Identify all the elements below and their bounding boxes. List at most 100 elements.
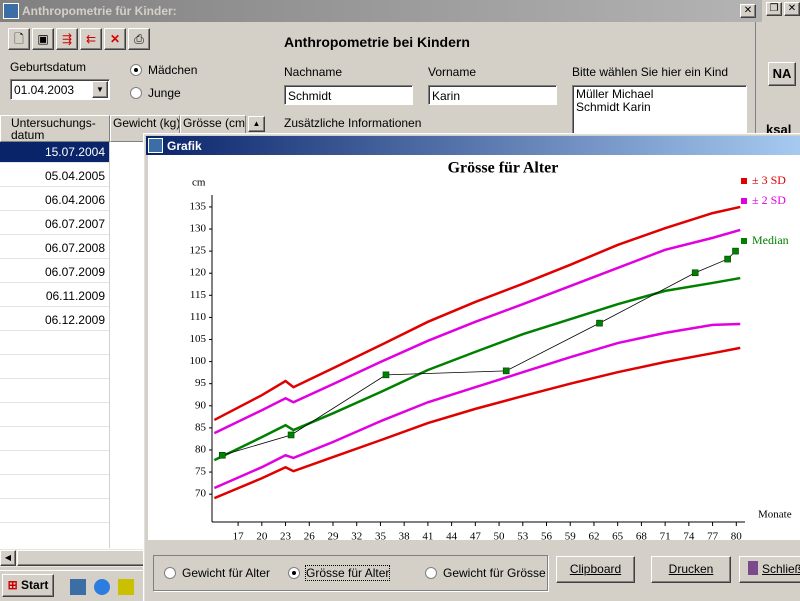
lastname-input[interactable]: Schmidt [284,85,413,105]
quicklaunch-icon[interactable] [118,579,134,595]
save-button[interactable]: ▣ [32,28,54,50]
dropdown-button[interactable]: ▼ [92,81,108,98]
radio-button[interactable] [164,567,176,579]
main-window: Anthropometrie für Kinder: ✕ 🗋 ▣ ⇶ ⇇ ✕ ⎙… [0,0,762,567]
scroll-left-button[interactable]: ◀ [0,550,16,566]
button[interactable]: Drucken [651,556,731,583]
y-tick-label: 125 [190,245,207,257]
quicklaunch-icon[interactable] [94,579,110,595]
horizontal-scrollbar: ◀ [0,548,145,567]
x-tick-label: 17 [233,531,245,540]
child-list[interactable]: Müller Michael Schmidt Karin [572,85,747,135]
add-button[interactable]: ⇶ [56,28,78,50]
measurement-point [724,255,731,263]
button[interactable]: Clipboard [556,556,635,583]
date-cell: 06.07.2007 [44,217,105,231]
y-tick-label: 70 [195,488,207,500]
x-tick-label: 50 [494,531,506,540]
measurement-point [732,247,739,255]
table-row[interactable]: 06.11.2009 [0,286,109,306]
list-item[interactable]: Schmidt Karin [576,100,651,114]
row-line [0,330,110,331]
row-line [0,354,110,355]
table-row[interactable]: 15.07.2004 [0,142,109,162]
x-tick-label: 20 [256,531,268,540]
y-tick-label: 100 [190,355,207,367]
remove-button[interactable]: ⇇ [80,28,102,50]
radio-button[interactable] [288,567,300,579]
reference-line [213,205,741,422]
start-button[interactable]: ⊞ Start [2,574,54,597]
legend-marker [741,238,747,244]
x-tick-label: 53 [517,531,529,540]
radio-button[interactable] [425,567,437,579]
na-button[interactable]: NA [768,62,796,86]
chart-title: Grösse für Alter [448,160,559,177]
window-title: Grafik [167,139,202,153]
row-line [0,234,110,235]
legend-marker [741,198,747,204]
additional-info-label: Zusätzliche Informationen [284,116,422,130]
close-button[interactable]: ✕ [784,2,800,16]
radio-label: Mädchen [148,63,198,77]
restore-button[interactable]: ❐ [766,2,782,16]
table-row[interactable]: 06.04.2006 [0,190,109,210]
row-line [0,282,110,283]
date-cell: 06.07.2008 [44,241,105,255]
table-row[interactable]: 06.07.2007 [0,214,109,234]
x-tick-label: 68 [636,531,648,540]
radio-button[interactable] [130,87,142,99]
radio-label: Junge [148,86,181,100]
table-row[interactable]: 06.07.2008 [0,238,109,258]
date-cell: 06.04.2006 [44,193,105,207]
table-row[interactable]: 05.04.2005 [0,166,109,186]
birthdate-value: 01.04.2003 [14,83,75,97]
x-tick-label: 29 [327,531,339,540]
y-tick-label: 115 [190,289,207,301]
delete-button[interactable]: ✕ [104,28,126,50]
y-tick-label: 135 [190,200,207,212]
measurement-point [218,451,226,459]
x-tick-label: 23 [280,531,292,540]
close-button[interactable]: ✕ [740,4,756,18]
scroll-thumb[interactable] [17,550,145,566]
radio-label: Gewicht für Grösse [443,566,546,580]
table-body: 15.07.2004 05.04.2005 06.04.2006 06.07.2007… [0,142,145,548]
print-button[interactable]: ⎙ [128,28,150,50]
gender-group: Mädchen Junge [130,63,250,110]
x-tick-label: 41 [422,531,433,540]
y-tick-label: 85 [195,421,207,433]
x-axis-label: Monate [758,509,792,521]
birthdate-combo[interactable]: 01.04.2003 ▼ [10,79,110,100]
row-line [0,474,110,475]
list-item[interactable]: Müller Michael [576,87,654,101]
quicklaunch-icon[interactable] [70,579,86,595]
reference-line [213,228,741,435]
measurement-point [502,367,510,375]
row-line [0,306,110,307]
legend-label: ± 2 SD [752,193,786,207]
radio-dot [134,68,138,72]
new-button[interactable]: 🗋 [8,28,30,50]
button[interactable]: Schließen [739,556,800,583]
measurement-point [287,431,295,439]
button-label: Schließen [762,562,800,576]
scroll-up-button[interactable]: ▲ [248,116,265,132]
firstname-input[interactable]: Karin [428,85,557,105]
row-line [0,378,110,379]
radio-button[interactable] [130,64,142,76]
table-row[interactable]: 06.07.2009 [0,262,109,282]
title-bar: Grafik [146,136,800,155]
x-tick-label: 80 [731,531,743,540]
date-cell: 05.04.2005 [44,169,105,183]
column-line [109,142,110,548]
y-tick-label: 95 [195,377,207,389]
window-title: Anthropometrie für Kinder: [22,4,177,18]
measurement-point [596,319,603,327]
table-row[interactable]: 06.12.2009 [0,310,109,330]
radio-dot [292,571,296,575]
row-line [0,498,110,499]
y-tick-label: 120 [190,267,207,279]
x-tick-label: 38 [399,531,411,540]
x-tick-label: 35 [375,531,387,540]
